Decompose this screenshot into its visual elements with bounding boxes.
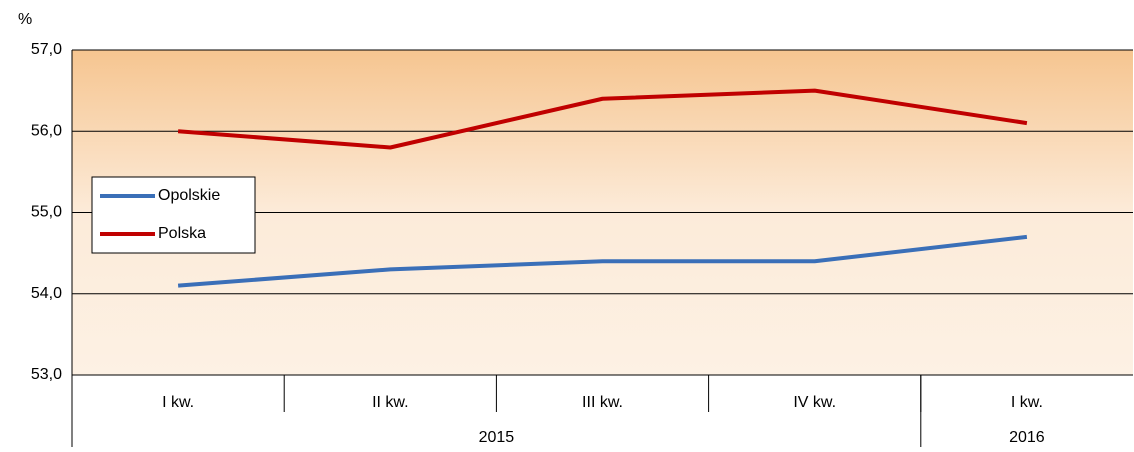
y-tick-label: 54,0 [31, 285, 62, 302]
x-tick-label: I kw. [162, 394, 194, 411]
legend-box [91, 176, 256, 254]
legend-label: Opolskie [158, 187, 220, 204]
group-label: 2015 [479, 429, 515, 446]
y-tick-label: 57,0 [31, 41, 62, 58]
series-line [177, 88, 1028, 150]
series-line [177, 234, 1028, 288]
x-tick-label: IV kw. [793, 394, 836, 411]
x-tick-label: I kw. [1011, 394, 1043, 411]
x-tick-label: III kw. [582, 394, 623, 411]
group-label: 2016 [1009, 429, 1045, 446]
y-tick-label: 55,0 [31, 204, 62, 221]
y-tick-label: 56,0 [31, 122, 62, 139]
legend-label: Polska [158, 225, 206, 242]
x-tick-label: II kw. [372, 394, 408, 411]
y-tick-label: 53,0 [31, 366, 62, 383]
y-unit: % [18, 11, 32, 28]
